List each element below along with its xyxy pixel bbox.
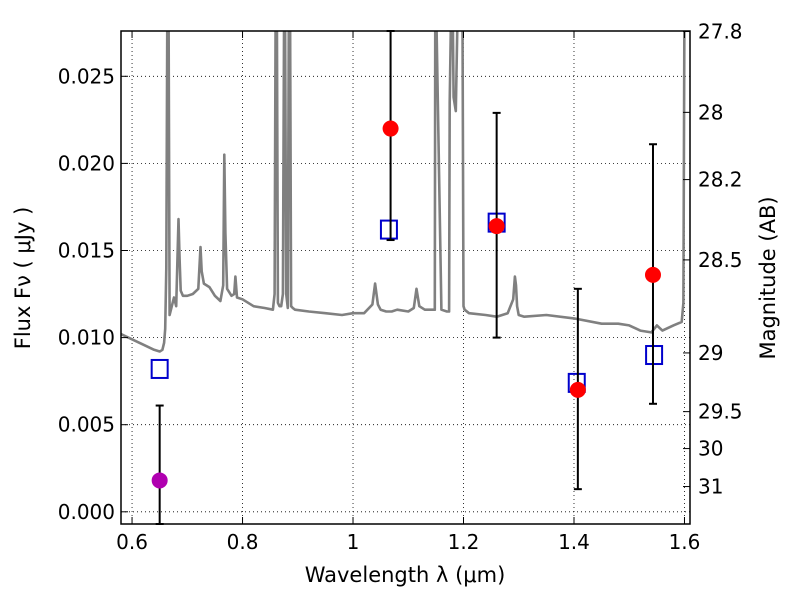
x-tick-label: 1 [347,530,360,554]
y-tick-label: 0.010 [58,326,115,350]
x-tick-label: 0.6 [116,530,148,554]
measured-flux-point [644,266,661,283]
plot-frame [120,30,691,525]
y-right-tick-label: 28.5 [698,248,743,272]
spectrum-line [121,31,686,353]
y-tick-label: 0.020 [58,151,115,175]
x-axis-label: Wavelength λ (μm) [305,563,506,587]
y-right-tick-label: 28 [698,100,723,124]
y-right-tick-label: 27.8 [698,20,743,44]
y-right-tick-label: 31 [698,475,723,499]
x-tick-label: 0.8 [227,530,259,554]
axis-ticks: 0.6 0.8 1 1.2 1.4 1.6 0.000 0.005 0.010 0.015 0.02… [58,20,743,554]
measured-flux-point [382,120,399,137]
y-tick-label: 0.005 [58,413,115,437]
y-tick-label: 0.025 [58,64,115,88]
y-tick-label: 0.000 [58,500,115,524]
y-tick-label: 0.015 [58,238,115,262]
y-axis-label: Flux Fν ( μJy ) [11,207,35,350]
grid-lines [121,31,690,524]
model-flux-square [150,358,169,379]
x-tick-label: 1.6 [669,530,701,554]
measured-flux-point [488,218,505,235]
x-tick-label: 1.2 [448,530,480,554]
series-layer [121,31,686,353]
measured-flux-point [151,472,168,489]
y-right-tick-label: 30 [698,437,723,461]
measured-flux-point [569,381,586,398]
model-flux-square [379,219,398,240]
model-flux-square [645,345,664,366]
y-right-tick-label: 28.2 [698,168,743,192]
x-tick-label: 1.4 [558,530,590,554]
y-right-tick-label: 29.5 [698,400,743,424]
y-right-tick-label: 29 [698,341,723,365]
y-axis-right-label: Magnitude (AB) [756,196,780,359]
